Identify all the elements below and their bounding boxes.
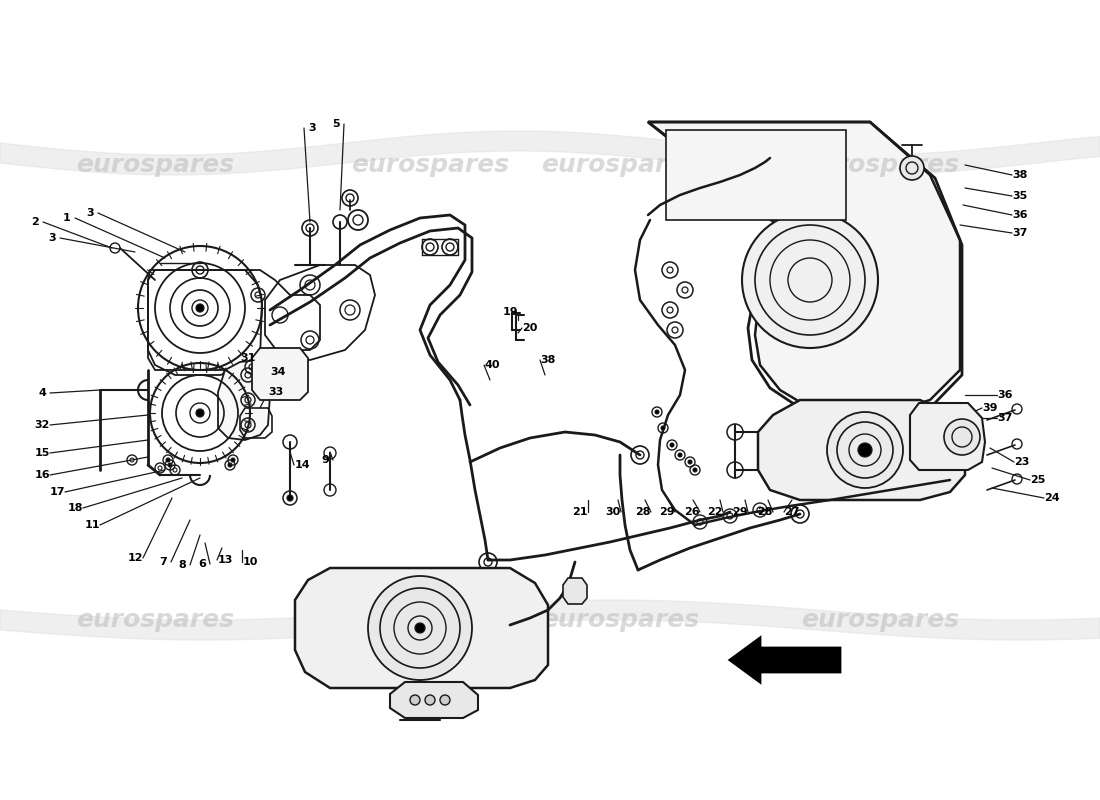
Circle shape [196, 304, 204, 312]
Text: 8: 8 [178, 560, 186, 570]
FancyBboxPatch shape [666, 130, 846, 220]
Text: 12: 12 [128, 553, 143, 563]
Text: 37: 37 [998, 413, 1013, 423]
Text: 18: 18 [67, 503, 82, 513]
Text: 35: 35 [1012, 191, 1027, 201]
Circle shape [678, 453, 682, 457]
Text: 11: 11 [85, 520, 100, 530]
Text: 25: 25 [1031, 475, 1046, 485]
Circle shape [827, 412, 903, 488]
Text: 38: 38 [540, 355, 556, 365]
Text: 27: 27 [784, 507, 800, 517]
Polygon shape [758, 400, 965, 500]
Circle shape [368, 576, 472, 680]
Text: 7: 7 [160, 557, 167, 567]
Text: 32: 32 [34, 420, 50, 430]
Text: 13: 13 [218, 555, 233, 565]
Text: 24: 24 [1044, 493, 1059, 503]
Text: 38: 38 [1012, 170, 1027, 180]
Circle shape [688, 460, 692, 464]
Polygon shape [648, 122, 960, 415]
Circle shape [287, 495, 293, 501]
Circle shape [166, 458, 170, 462]
Text: 6: 6 [198, 559, 206, 569]
Text: 40: 40 [484, 360, 499, 370]
Text: 29: 29 [659, 507, 674, 517]
Text: 2: 2 [31, 217, 38, 227]
Text: 26: 26 [684, 507, 700, 517]
Text: eurospares: eurospares [801, 608, 959, 632]
Text: eurospares: eurospares [801, 153, 959, 177]
Circle shape [670, 443, 674, 447]
Text: 23: 23 [1014, 457, 1030, 467]
Text: 16: 16 [34, 470, 50, 480]
Circle shape [168, 463, 172, 467]
Text: 21: 21 [572, 507, 587, 517]
Text: eurospares: eurospares [76, 153, 234, 177]
Circle shape [231, 458, 235, 462]
Text: eurospares: eurospares [351, 608, 509, 632]
Text: 36: 36 [998, 390, 1013, 400]
Polygon shape [910, 403, 984, 470]
Circle shape [440, 695, 450, 705]
Text: 9: 9 [321, 455, 329, 465]
Text: 15: 15 [34, 448, 50, 458]
Circle shape [415, 623, 425, 633]
Circle shape [196, 409, 204, 417]
Polygon shape [252, 348, 308, 400]
Circle shape [900, 156, 924, 180]
Text: 29: 29 [733, 507, 748, 517]
Text: 33: 33 [268, 387, 284, 397]
Circle shape [654, 410, 659, 414]
Circle shape [742, 212, 878, 348]
Polygon shape [730, 638, 840, 682]
Text: 3: 3 [308, 123, 316, 133]
Text: 39: 39 [982, 403, 998, 413]
Polygon shape [390, 682, 478, 718]
Text: 10: 10 [242, 557, 257, 567]
Text: 30: 30 [605, 507, 620, 517]
Text: 14: 14 [294, 460, 310, 470]
Circle shape [410, 695, 420, 705]
Text: 5: 5 [332, 119, 340, 129]
Text: 3: 3 [48, 233, 56, 243]
Polygon shape [218, 360, 270, 440]
Text: 37: 37 [1012, 228, 1027, 238]
Text: 3: 3 [86, 208, 94, 218]
Circle shape [858, 443, 872, 457]
Text: 19: 19 [503, 307, 518, 317]
Text: 36: 36 [1012, 210, 1027, 220]
Circle shape [944, 419, 980, 455]
Text: 4: 4 [39, 388, 46, 398]
Circle shape [228, 463, 232, 467]
Polygon shape [148, 270, 320, 375]
Polygon shape [563, 578, 587, 604]
Text: 22: 22 [707, 507, 723, 517]
Text: eurospares: eurospares [541, 153, 700, 177]
Text: eurospares: eurospares [76, 608, 234, 632]
Text: 28: 28 [757, 507, 772, 517]
Text: 20: 20 [522, 323, 538, 333]
Text: eurospares: eurospares [541, 608, 700, 632]
Text: 34: 34 [271, 367, 286, 377]
Circle shape [425, 695, 435, 705]
Text: 1: 1 [63, 213, 70, 223]
Circle shape [693, 468, 697, 472]
Text: eurospares: eurospares [351, 153, 509, 177]
Circle shape [661, 426, 666, 430]
Text: 28: 28 [636, 507, 651, 517]
Text: 17: 17 [50, 487, 65, 497]
Polygon shape [295, 568, 548, 688]
Text: 31: 31 [240, 353, 255, 363]
